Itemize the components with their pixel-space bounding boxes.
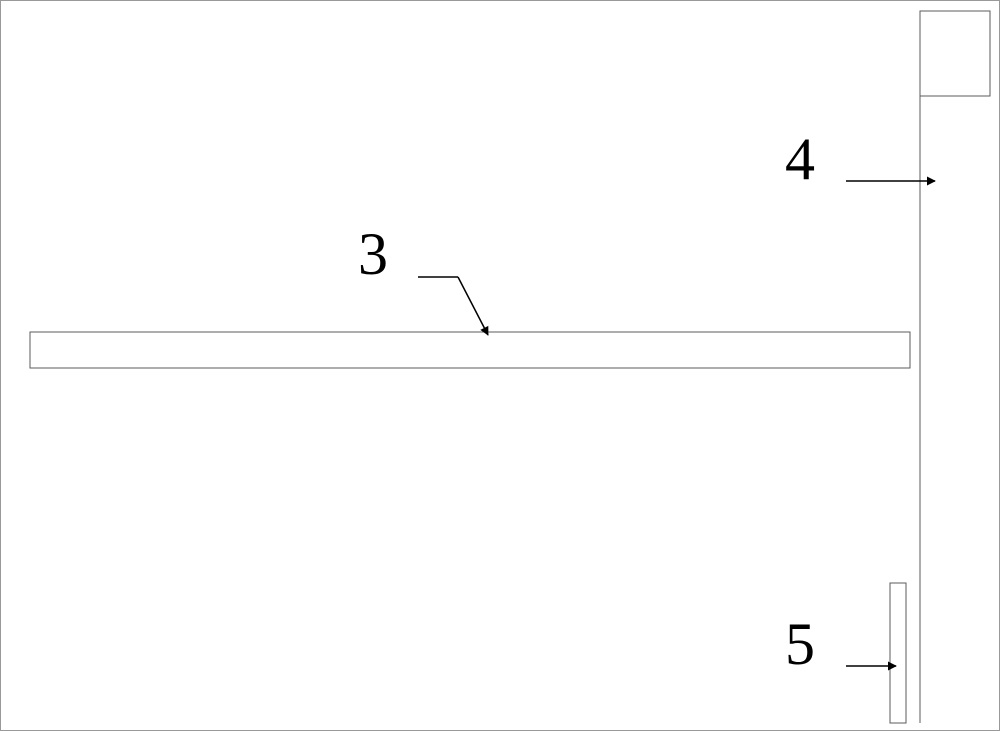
frame-border [1, 1, 1000, 731]
horizontal-bar-part-3 [30, 332, 910, 368]
diagram-shapes [30, 11, 990, 723]
callout-number: 3 [358, 221, 388, 287]
callout-label5: 5 [785, 611, 896, 677]
bottom-inner-rect-part-5 [890, 583, 906, 723]
callout-label4: 4 [785, 126, 935, 192]
callout-number: 5 [785, 611, 815, 677]
top-right-block-part-4 [920, 11, 990, 96]
callout-label3: 3 [358, 221, 488, 335]
leader-line-angled [458, 277, 488, 335]
callout-number: 4 [785, 126, 815, 192]
